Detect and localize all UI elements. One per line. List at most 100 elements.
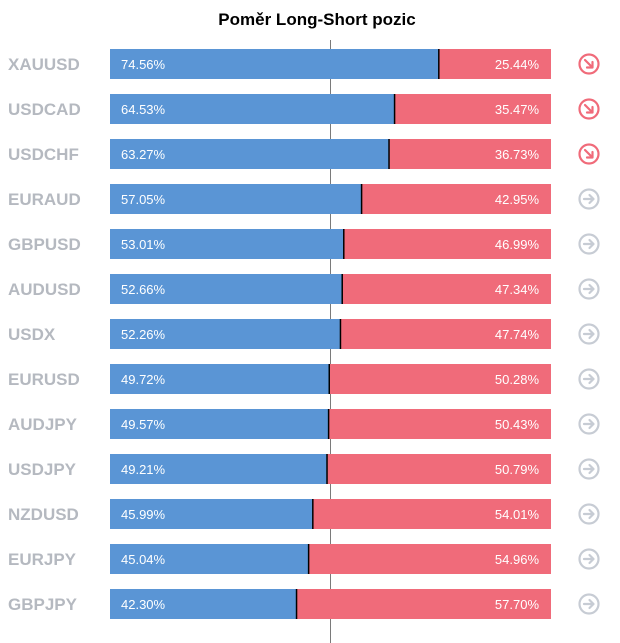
- short-bar-audusd: [342, 274, 551, 304]
- signal-circle: [578, 503, 600, 525]
- arrow-right-icon-usdjpy[interactable]: [578, 458, 600, 480]
- arrow-right-icon-gbpjpy[interactable]: [578, 593, 600, 615]
- category-label-eurusd: EURUSD: [8, 370, 80, 389]
- long-bar-nzdusd: [110, 499, 313, 529]
- short-value-gbpusd: 46.99%: [495, 237, 540, 252]
- long-value-audjpy: 49.57%: [121, 417, 166, 432]
- signal-arrow: [582, 193, 595, 205]
- signal-arrow: [582, 283, 595, 295]
- signal-arrow: [582, 598, 595, 610]
- signal-circle: [578, 143, 600, 165]
- arrow-right-icon-audusd[interactable]: [578, 278, 600, 300]
- signal-arrow: [582, 508, 595, 520]
- short-value-usdx: 47.74%: [495, 327, 540, 342]
- short-value-eurjpy: 54.96%: [495, 552, 540, 567]
- short-bar-eurjpy: [308, 544, 551, 574]
- signal-arrow: [582, 373, 595, 385]
- signal-circle: [578, 458, 600, 480]
- short-bar-usdjpy: [327, 454, 551, 484]
- category-label-usdx: USDX: [8, 325, 56, 344]
- short-value-gbpjpy: 57.70%: [495, 597, 540, 612]
- short-bar-euraud: [361, 184, 551, 214]
- arrow-down-right-icon-xauusd[interactable]: [578, 53, 600, 75]
- long-value-eurjpy: 45.04%: [121, 552, 166, 567]
- long-bar-gbpusd: [110, 229, 344, 259]
- signal-circle: [578, 278, 600, 300]
- arrow-down-right-icon-usdcad[interactable]: [578, 98, 600, 120]
- category-label-eurjpy: EURJPY: [8, 550, 77, 569]
- short-value-eurusd: 50.28%: [495, 372, 540, 387]
- category-label-gbpusd: GBPUSD: [8, 235, 81, 254]
- arrow-right-icon-eurjpy[interactable]: [578, 548, 600, 570]
- signal-circle: [578, 413, 600, 435]
- arrow-right-icon-usdx[interactable]: [578, 323, 600, 345]
- long-bar-gbpjpy: [110, 589, 297, 619]
- category-label-xauusd: XAUUSD: [8, 55, 80, 74]
- signal-arrow: [583, 58, 594, 69]
- category-label-gbpjpy: GBPJPY: [8, 595, 78, 614]
- category-label-euraud: EURAUD: [8, 190, 81, 209]
- short-value-audjpy: 50.43%: [495, 417, 540, 432]
- signal-circle: [578, 593, 600, 615]
- signal-circle: [578, 323, 600, 345]
- category-label-audusd: AUDUSD: [8, 280, 81, 299]
- short-value-usdcad: 35.47%: [495, 102, 540, 117]
- signal-arrow: [582, 328, 595, 340]
- signal-circle: [578, 233, 600, 255]
- long-bar-usdjpy: [110, 454, 328, 484]
- long-value-nzdusd: 45.99%: [121, 507, 166, 522]
- long-bar-eurusd: [110, 364, 330, 394]
- short-bar-usdchf: [389, 139, 551, 169]
- long-value-usdcad: 64.53%: [121, 102, 166, 117]
- arrow-right-icon-gbpusd[interactable]: [578, 233, 600, 255]
- long-bar-usdchf: [110, 139, 390, 169]
- category-label-audjpy: AUDJPY: [8, 415, 78, 434]
- short-bar-xauusd: [438, 49, 551, 79]
- chart-title: Poměr Long-Short pozic: [218, 10, 416, 29]
- arrow-right-icon-eurusd[interactable]: [578, 368, 600, 390]
- arrow-right-icon-audjpy[interactable]: [578, 413, 600, 435]
- long-value-usdx: 52.26%: [121, 327, 166, 342]
- short-value-euraud: 42.95%: [495, 192, 540, 207]
- category-label-usdchf: USDCHF: [8, 145, 79, 164]
- long-value-audusd: 52.66%: [121, 282, 166, 297]
- short-bar-usdcad: [394, 94, 551, 124]
- category-label-nzdusd: NZDUSD: [8, 505, 79, 524]
- short-bar-nzdusd: [312, 499, 551, 529]
- signal-arrow: [583, 148, 594, 159]
- signal-circle: [578, 548, 600, 570]
- signal-arrow: [582, 238, 595, 250]
- signal-circle: [578, 188, 600, 210]
- short-bar-gbpusd: [343, 229, 551, 259]
- long-bar-audjpy: [110, 409, 329, 439]
- short-bar-gbpjpy: [296, 589, 551, 619]
- short-value-nzdusd: 54.01%: [495, 507, 540, 522]
- long-value-gbpjpy: 42.30%: [121, 597, 166, 612]
- long-bar-usdx: [110, 319, 341, 349]
- long-value-eurusd: 49.72%: [121, 372, 166, 387]
- short-value-usdjpy: 50.79%: [495, 462, 540, 477]
- long-bar-audusd: [110, 274, 343, 304]
- long-value-usdjpy: 49.21%: [121, 462, 166, 477]
- short-value-xauusd: 25.44%: [495, 57, 540, 72]
- long-bar-usdcad: [110, 94, 395, 124]
- short-bar-audjpy: [328, 409, 551, 439]
- signal-arrow: [583, 103, 594, 114]
- long-value-usdchf: 63.27%: [121, 147, 166, 162]
- arrow-right-icon-nzdusd[interactable]: [578, 503, 600, 525]
- signal-arrow: [582, 418, 595, 430]
- long-value-euraud: 57.05%: [121, 192, 166, 207]
- signal-circle: [578, 53, 600, 75]
- signal-arrow: [582, 463, 595, 475]
- short-value-usdchf: 36.73%: [495, 147, 540, 162]
- category-label-usdcad: USDCAD: [8, 100, 81, 119]
- signal-circle: [578, 368, 600, 390]
- long-bar-eurjpy: [110, 544, 309, 574]
- category-label-usdjpy: USDJPY: [8, 460, 77, 479]
- long-bar-euraud: [110, 184, 362, 214]
- long-value-gbpusd: 53.01%: [121, 237, 166, 252]
- arrow-down-right-icon-usdchf[interactable]: [578, 143, 600, 165]
- long-value-xauusd: 74.56%: [121, 57, 166, 72]
- arrow-right-icon-euraud[interactable]: [578, 188, 600, 210]
